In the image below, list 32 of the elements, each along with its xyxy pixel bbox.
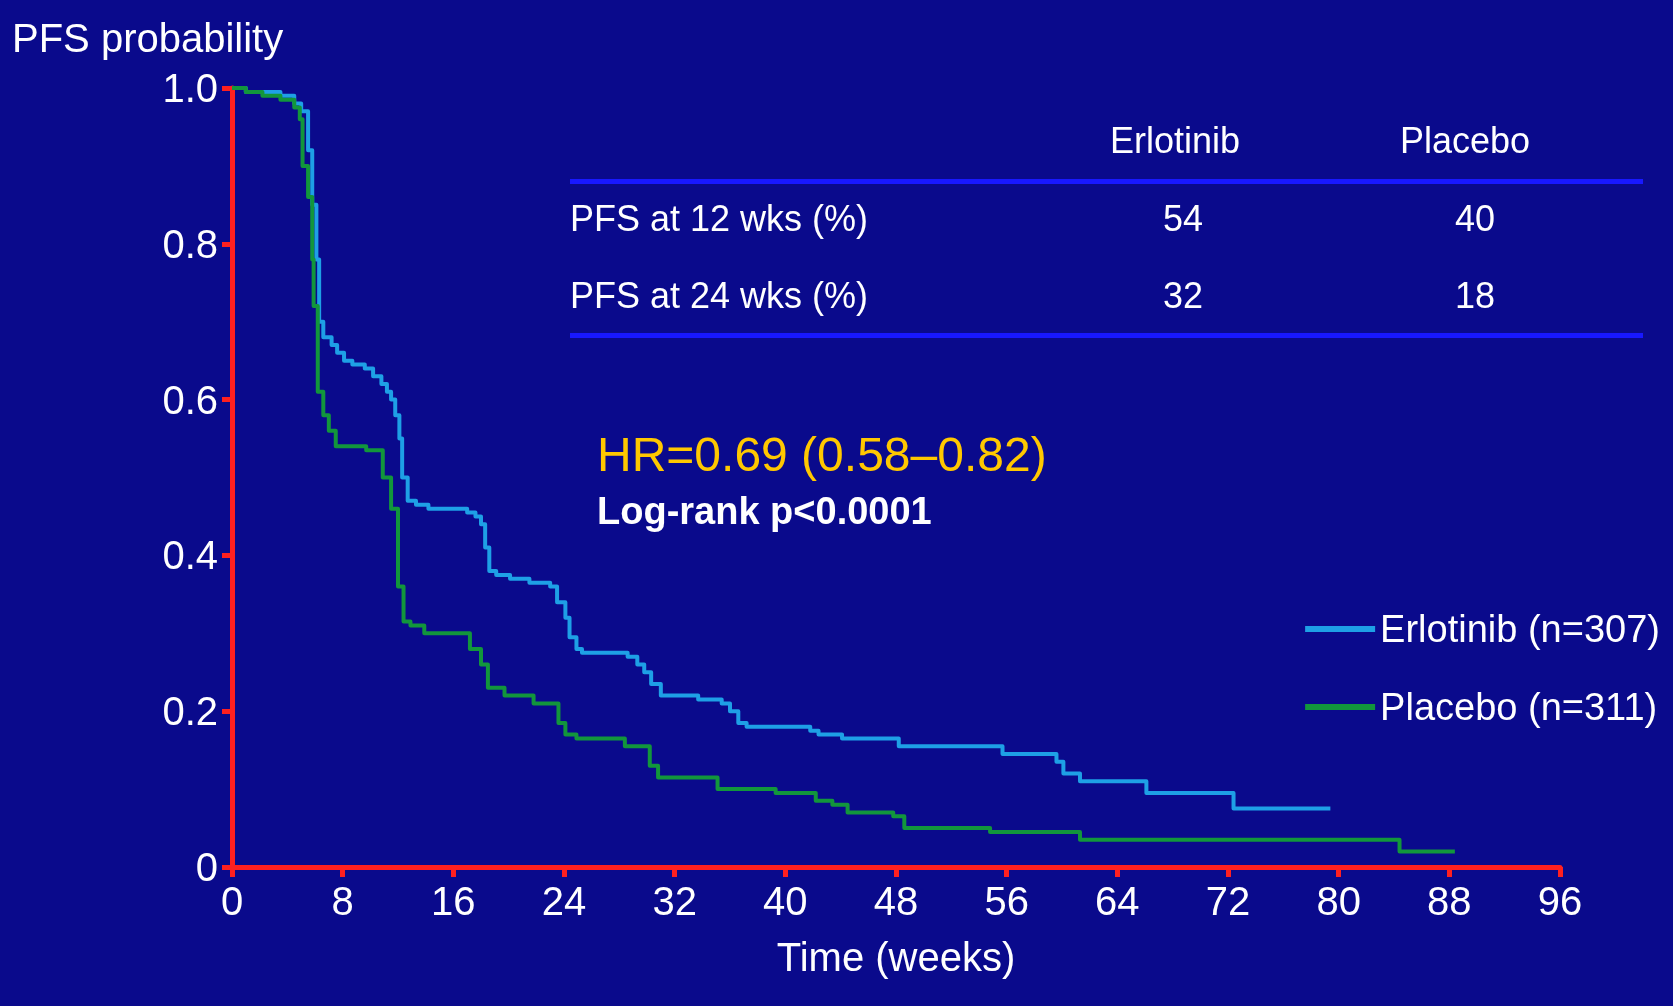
- x-tick-label: 32: [652, 879, 697, 923]
- y-axis-title: PFS probability: [12, 16, 284, 60]
- annotation: PFS at 24 wks (%): [570, 274, 869, 316]
- x-tick-label: 48: [873, 879, 919, 923]
- y-tick-label: 0: [195, 845, 218, 889]
- y-tick-label: 0.2: [162, 689, 218, 734]
- x-tick-label: 24: [541, 879, 587, 923]
- annotation: PFS at 12 wks (%): [570, 197, 869, 239]
- x-tick-label: 40: [763, 879, 808, 923]
- y-tick-label: 0.6: [162, 377, 218, 422]
- x-tick-label: 16: [431, 879, 476, 923]
- legend-label: Erlotinib (n=307): [1380, 608, 1661, 650]
- x-tick-label: 56: [984, 879, 1029, 923]
- annotation: 40: [1455, 197, 1496, 239]
- y-tick-label: 0.4: [162, 533, 218, 578]
- annotation: HR=0.69 (0.58–0.82): [597, 427, 1047, 481]
- x-tick-label: 88: [1427, 879, 1472, 923]
- x-tick-label: 80: [1316, 879, 1361, 923]
- annotation: Placebo: [1400, 119, 1531, 161]
- x-tick-label: 8: [331, 879, 354, 923]
- x-tick-label: 64: [1095, 879, 1140, 923]
- x-axis-title: Time (weeks): [776, 935, 1016, 979]
- x-tick-label: 96: [1537, 879, 1583, 923]
- annotation: 32: [1163, 274, 1204, 316]
- annotation: Erlotinib: [1110, 119, 1241, 161]
- annotation: 54: [1163, 197, 1204, 239]
- legend-label: Placebo (n=311): [1380, 686, 1658, 728]
- annotation: Log-rank p<0.0001: [597, 490, 932, 532]
- y-tick-label: 1.0: [162, 66, 218, 110]
- x-tick-label: 72: [1205, 879, 1251, 923]
- y-tick-label: 0.8: [162, 221, 218, 266]
- annotation: 18: [1455, 274, 1496, 316]
